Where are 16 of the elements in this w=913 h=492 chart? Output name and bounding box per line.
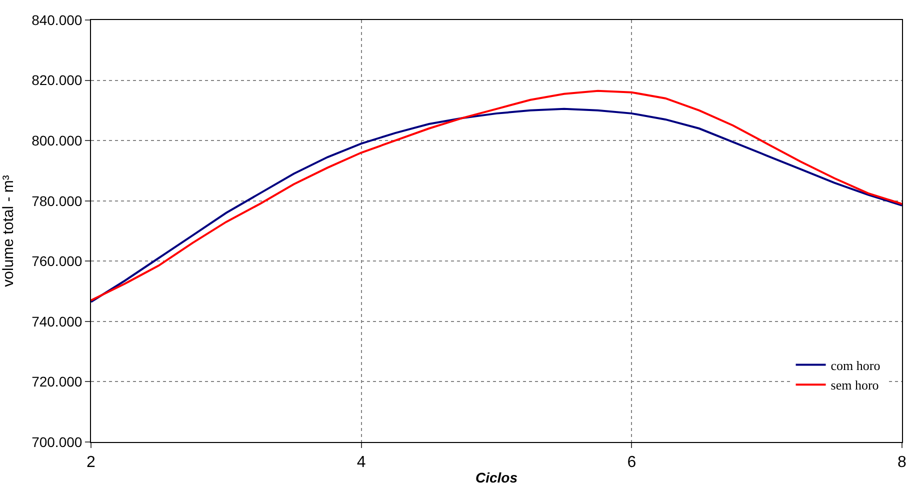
x-axis-title: Ciclos — [475, 470, 518, 486]
x-tick-label: 8 — [898, 454, 907, 472]
x-tick-label: 2 — [86, 454, 96, 472]
y-tick-label: 820.000 — [32, 72, 82, 88]
legend-label: sem horo — [830, 378, 879, 393]
y-tick-label: 840.000 — [32, 12, 82, 28]
y-tick-label: 800.000 — [32, 132, 82, 148]
x-tick-label: 4 — [356, 454, 366, 472]
y-tick-label: 720.000 — [32, 374, 82, 390]
y-tick-label: 740.000 — [32, 313, 82, 330]
y-tick-label: 760.000 — [32, 253, 82, 270]
y-tick-label: 700.000 — [32, 434, 82, 450]
legend-label: com horo — [830, 358, 880, 373]
y-axis-title: volume total - m³ — [0, 175, 17, 287]
x-tick-label: 6 — [627, 454, 636, 472]
y-tick-label: 780.000 — [32, 192, 82, 209]
